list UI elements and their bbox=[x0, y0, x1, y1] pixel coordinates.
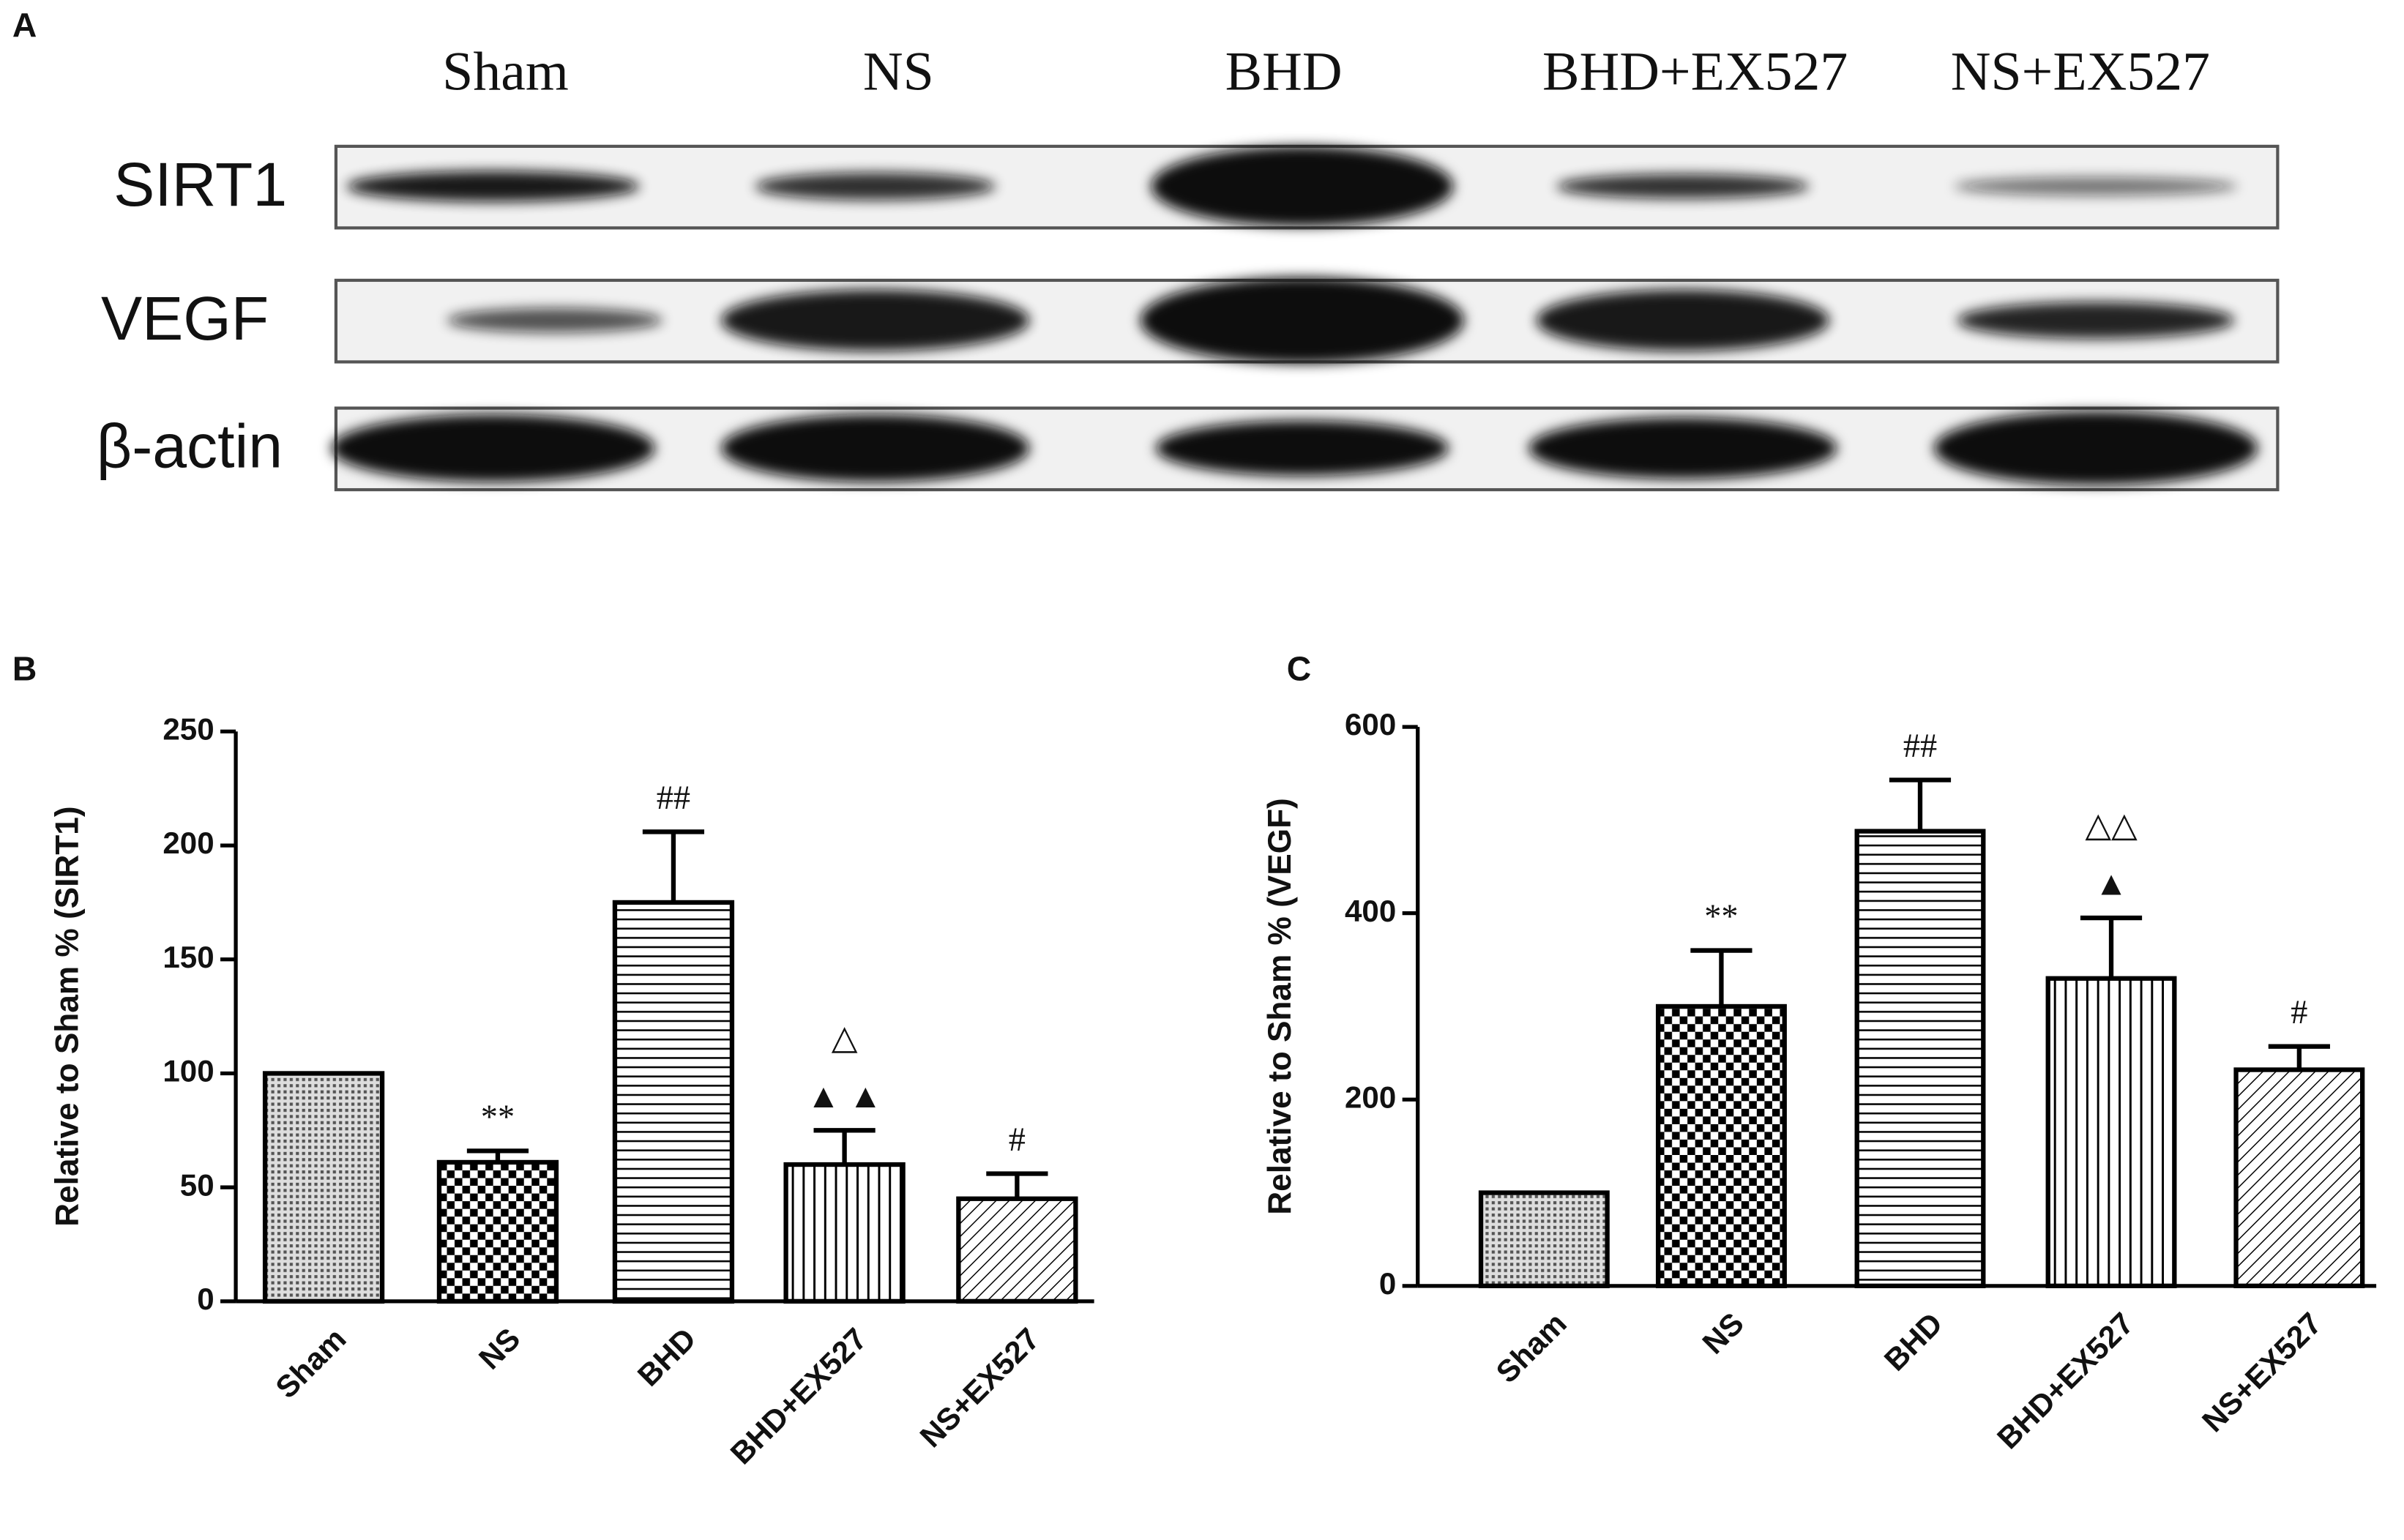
lane-label: BHD bbox=[1225, 41, 1343, 102]
significance-mark: # bbox=[2291, 994, 2307, 1031]
bar bbox=[1478, 1190, 1610, 1288]
y-axis-label: Relative to Sham % (SIRT1) bbox=[49, 806, 85, 1226]
blot-band bbox=[1933, 411, 2258, 485]
significance-mark: ## bbox=[1903, 728, 1937, 765]
significance-mark: △ bbox=[832, 1020, 858, 1057]
blot-band bbox=[1536, 289, 1829, 351]
panel-label: A bbox=[12, 6, 37, 44]
blot-band bbox=[1151, 146, 1454, 227]
significance-mark: △△ bbox=[2085, 807, 2138, 845]
row-label: SIRT1 bbox=[113, 150, 287, 219]
error-bar bbox=[2080, 915, 2143, 979]
y-tick-label: 250 bbox=[163, 712, 214, 747]
y-tick-label: 0 bbox=[1379, 1266, 1396, 1301]
lane-label: NS bbox=[863, 41, 934, 102]
row-label: β-actin bbox=[97, 412, 283, 481]
significance-mark: ** bbox=[1704, 898, 1738, 935]
error-bar bbox=[813, 1128, 876, 1165]
y-tick-label: 100 bbox=[163, 1054, 214, 1088]
significance-mark: ## bbox=[657, 780, 690, 817]
x-tick-label: BHD bbox=[1878, 1306, 1949, 1378]
x-tick-label: NS bbox=[1695, 1306, 1750, 1361]
blot-band bbox=[1528, 417, 1837, 479]
blot-band bbox=[721, 289, 1030, 351]
error-bar bbox=[466, 1148, 529, 1162]
significance-mark: # bbox=[1009, 1121, 1026, 1159]
y-tick-label: 150 bbox=[163, 940, 214, 974]
x-tick-label: NS bbox=[472, 1321, 527, 1376]
error-bar bbox=[642, 829, 705, 902]
blot-band bbox=[331, 414, 655, 482]
significance-mark: ▲ ▲ bbox=[807, 1078, 882, 1115]
y-tick-label: 600 bbox=[1345, 707, 1396, 741]
blot-band bbox=[447, 307, 663, 333]
x-tick-label: BHD+EX527 bbox=[1990, 1306, 2140, 1455]
error-bar bbox=[2268, 1044, 2330, 1070]
row-label: VEGF bbox=[101, 284, 269, 353]
bar bbox=[612, 900, 735, 1304]
blot-band bbox=[1556, 173, 1810, 199]
bar bbox=[2045, 976, 2177, 1288]
bar bbox=[956, 1196, 1078, 1304]
bar bbox=[1655, 1003, 1787, 1288]
y-tick-label: 400 bbox=[1345, 894, 1396, 928]
blot-band bbox=[1140, 277, 1464, 364]
y-tick-label: 50 bbox=[180, 1167, 214, 1202]
error-bar bbox=[1690, 948, 1752, 1006]
lane-label: BHD+EX527 bbox=[1542, 41, 1848, 102]
y-tick-label: 200 bbox=[1345, 1080, 1396, 1114]
y-tick-label: 0 bbox=[197, 1282, 214, 1316]
blot-band bbox=[1957, 302, 2235, 339]
bar bbox=[1854, 829, 1986, 1288]
panel-label: C bbox=[1287, 650, 1311, 688]
y-axis-label: Relative to Sham % (VEGF) bbox=[1262, 798, 1298, 1215]
x-tick-label: Sham bbox=[1490, 1306, 1573, 1389]
y-tick-label: 200 bbox=[163, 826, 214, 860]
x-tick-label: BHD bbox=[631, 1321, 703, 1393]
x-tick-label: NS+EX527 bbox=[2195, 1306, 2328, 1438]
blot-band bbox=[755, 172, 996, 201]
blot-band bbox=[1155, 420, 1449, 476]
bar bbox=[436, 1159, 559, 1304]
lane-label: NS+EX527 bbox=[1951, 41, 2210, 102]
lane-label: Sham bbox=[442, 41, 569, 102]
error-bar bbox=[986, 1171, 1048, 1199]
blot-band bbox=[1954, 176, 2238, 196]
panel-label: B bbox=[12, 650, 37, 688]
bar bbox=[262, 1071, 385, 1304]
bar bbox=[783, 1162, 906, 1304]
error-bar bbox=[1889, 777, 1952, 831]
x-tick-label: NS+EX527 bbox=[914, 1321, 1046, 1454]
x-tick-label: Sham bbox=[269, 1321, 352, 1405]
significance-mark: ▲ bbox=[2094, 866, 2128, 903]
bar bbox=[2233, 1067, 2365, 1288]
blot-band bbox=[346, 171, 640, 202]
blot-band bbox=[721, 414, 1030, 482]
x-tick-label: BHD+EX527 bbox=[724, 1321, 873, 1470]
significance-mark: ** bbox=[481, 1099, 515, 1136]
